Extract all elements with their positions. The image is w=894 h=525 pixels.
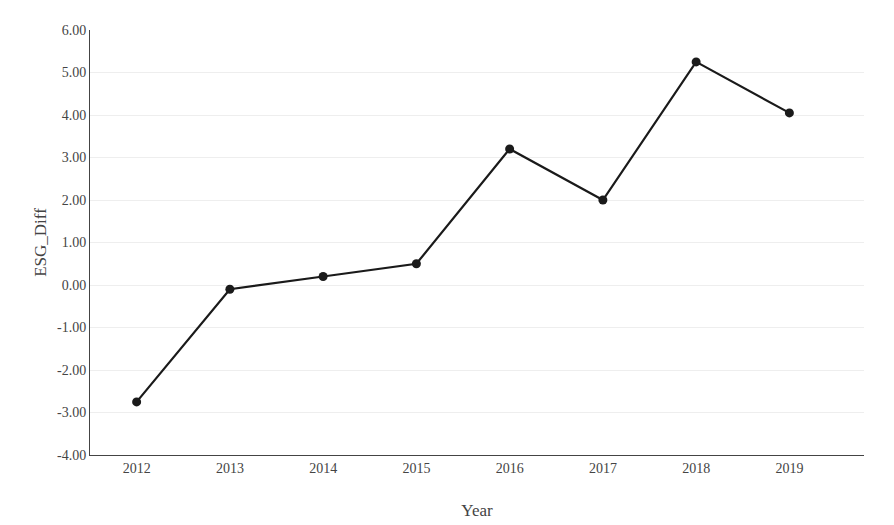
- svg-text:2017: 2017: [589, 461, 617, 476]
- svg-text:2014: 2014: [309, 461, 337, 476]
- svg-text:1.00: 1.00: [62, 235, 87, 250]
- svg-text:6.00: 6.00: [62, 23, 87, 38]
- svg-text:2012: 2012: [123, 461, 151, 476]
- svg-text:0.00: 0.00: [62, 278, 87, 293]
- svg-text:-3.00: -3.00: [57, 405, 86, 420]
- svg-text:Year: Year: [461, 501, 493, 520]
- svg-text:3.00: 3.00: [62, 150, 87, 165]
- svg-text:-2.00: -2.00: [57, 363, 86, 378]
- svg-text:2016: 2016: [496, 461, 524, 476]
- svg-text:-4.00: -4.00: [57, 448, 86, 463]
- svg-text:2018: 2018: [682, 461, 710, 476]
- svg-text:5.00: 5.00: [62, 65, 87, 80]
- svg-text:2015: 2015: [402, 461, 430, 476]
- svg-text:2019: 2019: [775, 461, 803, 476]
- svg-text:2.00: 2.00: [62, 193, 87, 208]
- svg-text:2013: 2013: [216, 461, 244, 476]
- svg-text:-1.00: -1.00: [57, 320, 86, 335]
- svg-text:4.00: 4.00: [62, 108, 87, 123]
- svg-text:ESG_Diff: ESG_Diff: [31, 208, 50, 277]
